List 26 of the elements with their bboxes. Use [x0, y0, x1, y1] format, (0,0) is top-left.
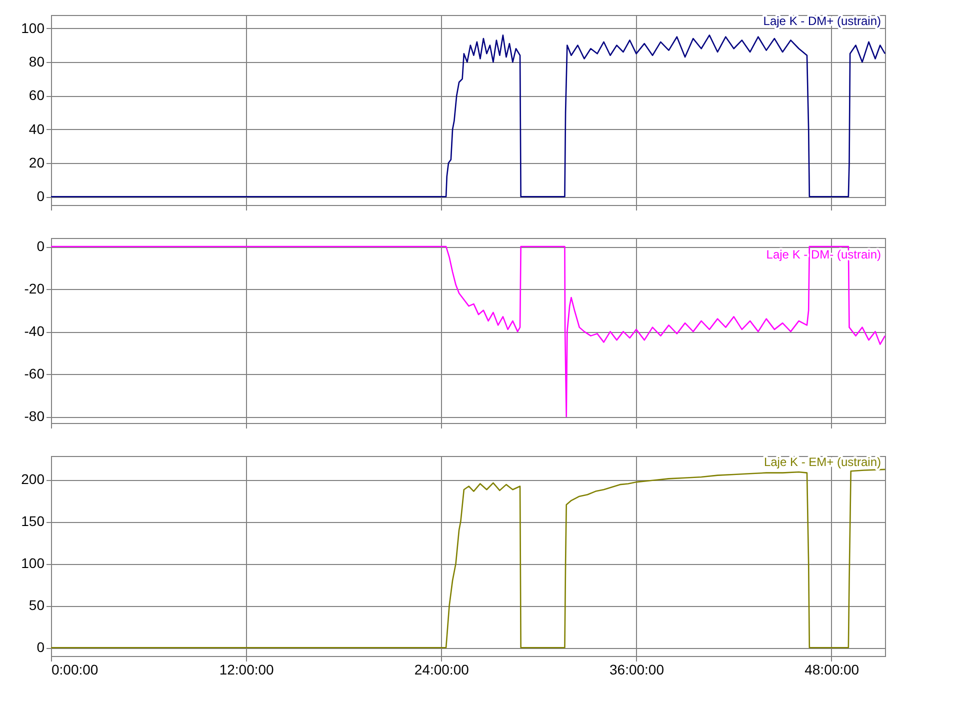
- line-series: [50, 468, 886, 648]
- y-tick-label: 100: [21, 555, 45, 572]
- y-tick-label: 40: [28, 120, 45, 137]
- y-tick-label: 20: [28, 154, 45, 170]
- y-tick-label: 50: [28, 597, 45, 614]
- x-tick-label: 24:00:00: [414, 662, 470, 678]
- y-tick-label: 100: [21, 20, 45, 36]
- y-tick-label: 200: [21, 471, 45, 488]
- y-tick-label: 0: [36, 188, 45, 204]
- y-tick-label: 0: [36, 639, 45, 656]
- x-tick-label: 12:00:00: [219, 662, 274, 678]
- line-series: [50, 34, 886, 198]
- y-tick-label: -20: [24, 280, 45, 297]
- y-tick-label: 80: [28, 54, 45, 70]
- y-tick-label: -60: [24, 366, 45, 382]
- series-label: Laje K - DM+ (ustrain): [763, 14, 882, 28]
- y-tick-label: 0: [36, 238, 45, 254]
- y-tick-label: 60: [28, 87, 45, 104]
- series-label: Laje K - EM+ (ustrain): [764, 455, 881, 469]
- x-tick-label: 36:00:00: [610, 662, 664, 678]
- line-series: [50, 246, 886, 418]
- y-tick-label: 150: [21, 513, 45, 530]
- x-tick-label: 0:00:00: [52, 662, 98, 678]
- x-tick-label: 48:00:00: [804, 662, 860, 678]
- y-tick-label: -40: [24, 323, 45, 340]
- y-tick-label: -80: [24, 408, 45, 424]
